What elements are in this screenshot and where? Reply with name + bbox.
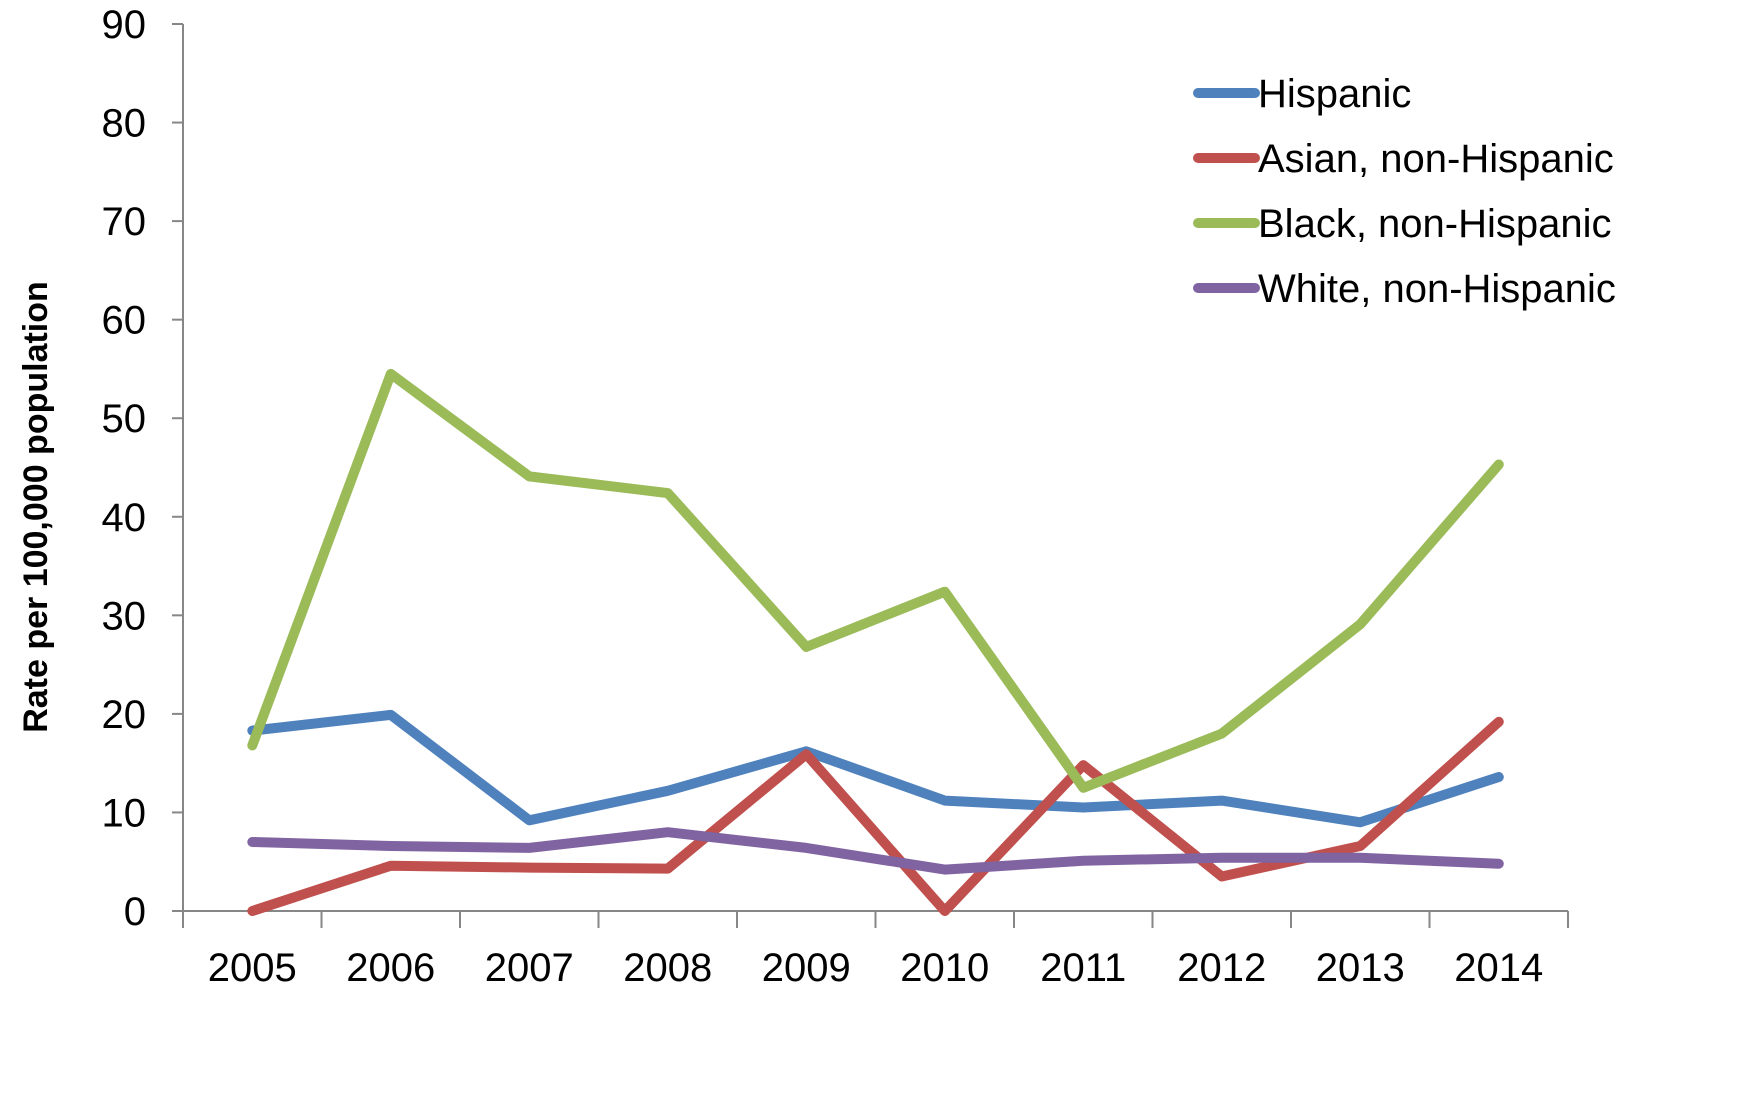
legend-label: Asian, non-Hispanic	[1258, 137, 1614, 181]
x-tick-label: 2012	[1177, 946, 1266, 990]
x-tick-label: 2008	[623, 946, 712, 990]
axes: 0 10 20 30 40 50 60 70 80 90 2005 2006 2007 2008 2009 2…	[102, 3, 1569, 990]
x-tick-label: 2013	[1316, 946, 1405, 990]
legend-label: Hispanic	[1258, 72, 1411, 116]
y-axis-title: Rate per 100,000 population	[17, 281, 55, 733]
y-tick-label: 0	[124, 890, 146, 934]
legend-label: Black, non-Hispanic	[1258, 202, 1612, 246]
series-line-black-non-hispanic	[247, 368, 1504, 793]
x-tick-label: 2009	[762, 946, 851, 990]
x-tick-label: 2005	[208, 946, 297, 990]
series-lines	[247, 368, 1504, 916]
series-line-white-non-hispanic	[247, 827, 1504, 875]
legend: Hispanic Asian, non-Hispanic Black, non-Hi…	[1193, 72, 1616, 311]
y-tick-label: 70	[102, 200, 147, 244]
y-tick-label: 20	[102, 693, 147, 737]
x-tick-label: 2014	[1454, 946, 1543, 990]
y-tick-label: 40	[102, 496, 147, 540]
x-tick-label: 2011	[1040, 946, 1126, 990]
y-tick-label: 80	[102, 102, 147, 146]
y-tick-label: 60	[102, 299, 147, 343]
x-tick-label: 2010	[900, 946, 989, 990]
y-tick-label: 30	[102, 594, 147, 638]
series-line-hispanic	[247, 709, 1504, 828]
x-tick-label: 2006	[346, 946, 435, 990]
y-tick-label: 10	[102, 791, 147, 835]
legend-label: White, non-Hispanic	[1258, 267, 1616, 311]
y-tick-label: 50	[102, 397, 147, 441]
x-tick-label: 2007	[485, 946, 574, 990]
y-tick-label: 90	[102, 3, 147, 47]
